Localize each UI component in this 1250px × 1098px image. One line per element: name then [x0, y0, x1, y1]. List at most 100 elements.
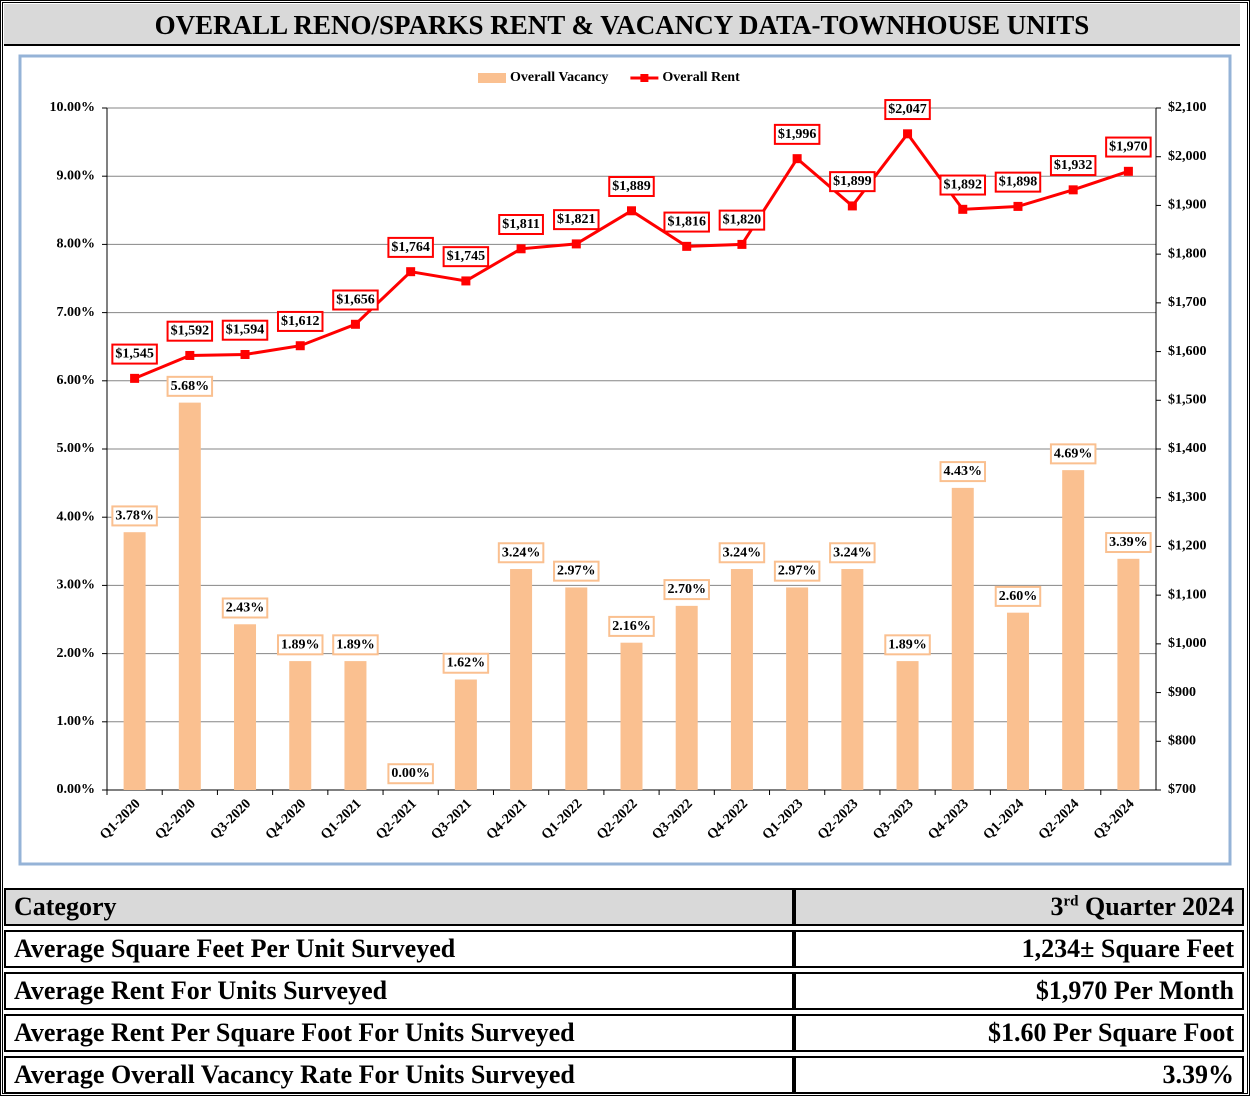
bar — [234, 624, 257, 790]
bar-value-label-box — [1049, 443, 1097, 465]
bar-value-label: 2.97% — [557, 564, 596, 579]
bar-value-label: 3.24% — [833, 545, 872, 560]
y-tick-label: 9.00% — [57, 168, 96, 183]
y2-tick-label: $1,200 — [1168, 539, 1207, 554]
rent-marker — [295, 341, 305, 351]
line-value-label-box — [884, 99, 931, 121]
rent-marker — [461, 276, 471, 286]
y-tick-label: 3.00% — [57, 578, 96, 593]
bar-value-label: 3.39% — [1109, 535, 1148, 550]
line-value-label-box — [773, 123, 821, 145]
bar — [1117, 558, 1140, 790]
line-value-label: $2,047 — [888, 102, 927, 117]
rent-marker — [737, 239, 747, 249]
page-title: OVERALL RENO/SPARKS RENT & VACANCY DATA-… — [4, 4, 1240, 46]
line-value-label-box — [829, 171, 876, 193]
rent-marker — [847, 201, 857, 211]
bar — [1006, 612, 1029, 790]
y2-tick-label: $2,100 — [1168, 100, 1207, 115]
bar-value-label-box — [718, 542, 766, 564]
cell: Average Rent Per Square Foot For Units S… — [4, 1014, 794, 1052]
y2-tick-label: $1,400 — [1168, 441, 1207, 456]
line-value-label-box — [166, 320, 214, 342]
bar-value-label-box — [1105, 532, 1152, 554]
legend-swatch — [640, 74, 649, 82]
y2-tick-label: $1,500 — [1168, 393, 1207, 408]
rent-marker — [130, 373, 140, 383]
line-value-label-box — [276, 310, 324, 332]
bar — [123, 532, 146, 790]
y2-tick-label: $1,100 — [1168, 587, 1207, 602]
bar — [730, 569, 753, 790]
y2-tick-label: $1,700 — [1168, 295, 1207, 310]
bar-value-label: 2.16% — [612, 619, 651, 634]
line-value-label: $1,889 — [612, 179, 651, 194]
line-value-label-box — [608, 176, 655, 198]
bar-value-label-box — [111, 505, 158, 527]
rent-marker — [682, 241, 692, 251]
table-header: Category 3rd Quarter 2024 — [4, 888, 1244, 926]
line-value-label: $1,592 — [171, 324, 210, 339]
legend-label: Overall Vacancy — [510, 70, 608, 85]
bar-value-label: 1.89% — [888, 637, 927, 652]
line-value-label-box — [387, 236, 434, 258]
bar-value-label: 0.00% — [391, 766, 430, 781]
y-tick-label: 5.00% — [57, 441, 96, 456]
table-row: Average Rent Per Square Foot For Units S… — [4, 1014, 1244, 1052]
bar-value-label-box — [663, 579, 710, 601]
bar — [896, 661, 919, 790]
cell: 3.39% — [794, 1056, 1244, 1094]
bar-value-label-box — [497, 542, 545, 564]
bar-value-label-box — [994, 585, 1042, 607]
bar-value-label-box — [332, 634, 379, 656]
y2-tick-label: $2,000 — [1168, 149, 1207, 164]
bar-value-label: 3.24% — [723, 545, 762, 560]
y2-tick-label: $900 — [1168, 685, 1196, 700]
line-value-label: $1,892 — [944, 178, 983, 193]
line-value-label-box — [498, 214, 544, 236]
y-tick-label: 10.00% — [50, 100, 96, 115]
bar — [454, 679, 477, 790]
rent-marker — [571, 239, 581, 249]
bar-value-label: 4.43% — [944, 464, 983, 479]
cell: 1,234± Square Feet — [794, 930, 1244, 968]
y2-tick-label: $1,900 — [1168, 198, 1207, 213]
line-value-label-box — [442, 246, 490, 268]
bar-value-label-box — [553, 560, 600, 582]
bar-value-label-box — [884, 634, 931, 656]
line-value-label: $1,899 — [833, 174, 872, 189]
line-value-label-box — [994, 171, 1042, 193]
bar — [1062, 470, 1085, 790]
bar-value-label-box — [829, 542, 876, 564]
rent-marker — [958, 204, 968, 214]
line-value-label: $1,545 — [115, 347, 154, 362]
bar-value-label: 5.68% — [171, 379, 210, 394]
bar — [565, 587, 588, 790]
line-value-label: $1,764 — [391, 240, 430, 255]
line-value-label: $1,745 — [447, 249, 486, 264]
summary-table: Category 3rd Quarter 2024 Average Square… — [4, 884, 1244, 1098]
bar — [841, 569, 864, 790]
bar-value-label-box — [608, 615, 655, 637]
line-value-label-box — [718, 209, 766, 231]
rent-marker — [240, 349, 250, 359]
rent-marker — [406, 267, 416, 277]
rent-marker — [627, 206, 636, 216]
line-value-label-box — [1049, 155, 1097, 177]
y2-tick-label: $1,300 — [1168, 490, 1207, 505]
y2-tick-label: $700 — [1168, 782, 1196, 797]
cell: $1,970 Per Month — [794, 972, 1244, 1010]
line-value-label: $1,594 — [226, 323, 265, 338]
bar — [620, 642, 643, 790]
bar — [951, 487, 974, 790]
y2-tick-label: $1,000 — [1168, 636, 1207, 651]
cell: Average Rent For Units Surveyed — [4, 972, 794, 1010]
header-cell: Category — [4, 888, 794, 926]
rent-marker — [350, 319, 360, 329]
y2-tick-label: $800 — [1168, 734, 1196, 749]
y-tick-label: 0.00% — [57, 782, 96, 797]
rent-marker — [792, 154, 802, 164]
legend-swatch — [478, 73, 506, 83]
line-value-label: $1,821 — [557, 212, 596, 227]
